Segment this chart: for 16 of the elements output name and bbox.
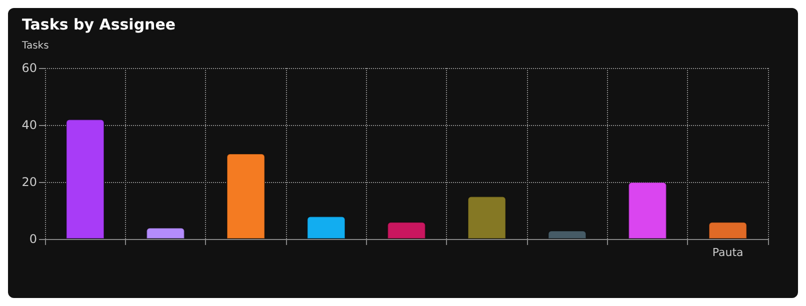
bar xyxy=(628,182,667,239)
y-tick-label: 20 xyxy=(22,175,37,189)
bar xyxy=(306,216,346,239)
bar xyxy=(708,222,748,239)
bar xyxy=(387,222,426,239)
chart-title: Tasks by Assignee xyxy=(22,16,176,34)
y-tick-label: 0 xyxy=(29,232,37,246)
bar xyxy=(468,196,506,239)
bar xyxy=(548,230,586,239)
x-tick-label: Pauta xyxy=(712,246,744,259)
bar xyxy=(226,154,266,239)
y-tick-label: 60 xyxy=(22,61,37,75)
bar xyxy=(66,119,104,239)
y-tick-label: 40 xyxy=(22,118,37,132)
bar xyxy=(146,228,185,239)
y-axis-title: Tasks xyxy=(21,40,49,52)
